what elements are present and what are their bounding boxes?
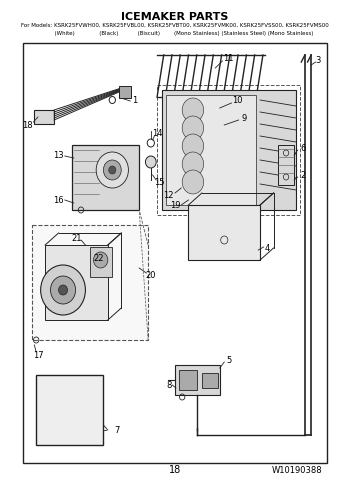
- Text: 7: 7: [114, 426, 119, 435]
- Text: 11: 11: [224, 54, 234, 62]
- Text: 14: 14: [152, 128, 162, 138]
- Text: 3: 3: [316, 56, 321, 65]
- Circle shape: [50, 276, 76, 304]
- Text: 22: 22: [93, 254, 104, 262]
- Bar: [166, 95, 256, 205]
- Text: 2: 2: [300, 170, 306, 180]
- Text: 21: 21: [71, 233, 82, 242]
- Circle shape: [96, 152, 128, 188]
- Text: (White)              (Black)           (Biscuit)        (Mono Stainless) (Stainl: (White) (Black) (Biscuit) (Mono Stainles…: [37, 31, 313, 36]
- Bar: [32, 225, 148, 340]
- Bar: [36, 375, 103, 445]
- Bar: [278, 145, 294, 185]
- Text: 4: 4: [265, 243, 270, 253]
- Circle shape: [93, 252, 108, 268]
- Text: 8: 8: [166, 381, 172, 389]
- Circle shape: [182, 152, 204, 176]
- Circle shape: [109, 166, 116, 174]
- Text: 18: 18: [22, 120, 33, 129]
- Circle shape: [103, 160, 121, 180]
- Circle shape: [182, 170, 204, 194]
- Bar: [72, 145, 139, 210]
- Circle shape: [182, 98, 204, 122]
- Text: For Models: KSRK25FVWH00, KSRK25FVBL00, KSRK25FVBT00, KSRK25FVMK00, KSRK25FVSS00: For Models: KSRK25FVWH00, KSRK25FVBL00, …: [21, 23, 329, 28]
- Text: 16: 16: [53, 196, 64, 204]
- Bar: [23, 43, 327, 463]
- Circle shape: [182, 116, 204, 140]
- Text: 1: 1: [132, 96, 137, 104]
- Circle shape: [58, 285, 68, 295]
- Circle shape: [182, 134, 204, 158]
- Text: 15: 15: [154, 177, 165, 186]
- Text: 19: 19: [170, 200, 180, 210]
- Text: 5: 5: [226, 355, 231, 365]
- Circle shape: [41, 265, 85, 315]
- Text: ICEMAKER PARTS: ICEMAKER PARTS: [121, 12, 229, 22]
- Bar: [90, 247, 112, 277]
- Bar: [157, 85, 300, 215]
- Bar: [45, 245, 108, 320]
- Text: 20: 20: [146, 270, 156, 280]
- Text: 9: 9: [241, 114, 247, 123]
- Text: 10: 10: [232, 96, 243, 104]
- Circle shape: [146, 156, 156, 168]
- Text: 13: 13: [53, 151, 64, 159]
- Bar: [188, 205, 260, 260]
- Bar: [175, 365, 220, 395]
- Text: 6: 6: [300, 143, 306, 153]
- Bar: [34, 110, 54, 124]
- Bar: [119, 86, 131, 98]
- Bar: [180, 370, 197, 390]
- Text: W10190388: W10190388: [272, 466, 323, 474]
- Bar: [162, 90, 296, 210]
- Text: 12: 12: [163, 190, 174, 199]
- Text: 18: 18: [169, 465, 181, 475]
- Text: 17: 17: [33, 351, 43, 359]
- Bar: [202, 373, 218, 388]
